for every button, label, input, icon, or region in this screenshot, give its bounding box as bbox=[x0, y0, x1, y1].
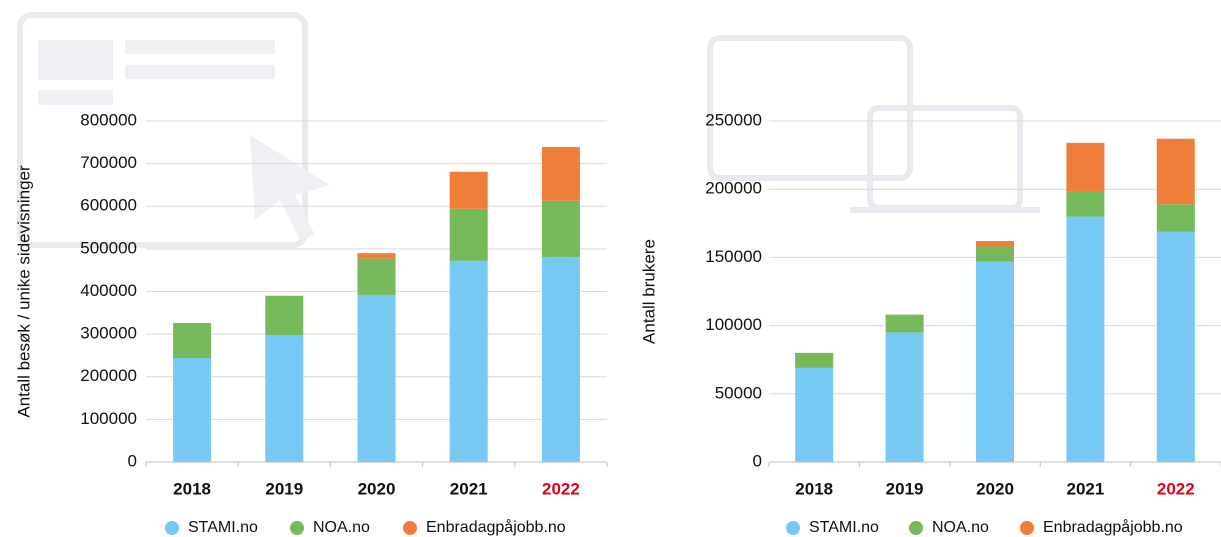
y-axis-title: Antall besøk / unike sidevisninger bbox=[14, 165, 33, 418]
x-tick-label: 2018 bbox=[173, 479, 211, 498]
bar-segment bbox=[885, 314, 924, 333]
x-tick-label: 2019 bbox=[265, 479, 303, 498]
bar-segment bbox=[1066, 142, 1105, 192]
y-tick-label: 0 bbox=[753, 451, 762, 470]
y-tick-label: 800000 bbox=[80, 110, 137, 129]
legend-marker bbox=[290, 521, 304, 535]
bar-segment bbox=[449, 208, 488, 261]
bar-segment bbox=[265, 334, 304, 462]
bar-segment bbox=[976, 246, 1014, 262]
bar-segment bbox=[357, 253, 396, 259]
bar-segment bbox=[1156, 231, 1195, 462]
x-tick-label: 2018 bbox=[795, 479, 833, 498]
legend-marker bbox=[403, 521, 417, 535]
bar-segment bbox=[449, 171, 488, 209]
bar-segment bbox=[541, 256, 580, 462]
bar-segment bbox=[795, 367, 834, 462]
bar-segment bbox=[795, 352, 834, 368]
bar-segment bbox=[173, 357, 212, 462]
bar-segment bbox=[1066, 216, 1105, 462]
bar-segment bbox=[1156, 138, 1195, 205]
bar-segment bbox=[976, 241, 1014, 247]
y-tick-label: 400000 bbox=[80, 281, 137, 300]
bar-segment bbox=[173, 323, 212, 358]
x-tick-label: 2020 bbox=[358, 479, 396, 498]
y-tick-label: 200000 bbox=[80, 366, 137, 385]
legend-label: STAMI.no bbox=[188, 519, 258, 536]
x-tick-label: 2022 bbox=[542, 479, 580, 498]
y-tick-label: 150000 bbox=[705, 247, 762, 266]
legend-label: NOA.no bbox=[313, 519, 370, 536]
y-tick-label: 300000 bbox=[80, 324, 137, 343]
y-tick-label: 600000 bbox=[80, 196, 137, 215]
bar-segment bbox=[541, 200, 580, 257]
y-tick-label: 50000 bbox=[715, 383, 762, 402]
y-tick-label: 0 bbox=[128, 451, 137, 470]
y-tick-label: 500000 bbox=[80, 238, 137, 257]
x-tick-label: 2021 bbox=[1066, 479, 1104, 498]
legend-marker bbox=[1020, 521, 1034, 535]
x-tick-label: 2019 bbox=[886, 479, 924, 498]
legend-label: Enbradagpåjobb.no bbox=[426, 518, 566, 536]
y-axis-title: Antall brukere bbox=[639, 239, 658, 344]
bar-segment bbox=[541, 147, 580, 201]
bar-segment bbox=[1066, 191, 1105, 217]
bar-segment bbox=[1156, 204, 1195, 232]
legend-label: Enbradagpåjobb.no bbox=[1043, 518, 1183, 536]
y-tick-label: 700000 bbox=[80, 153, 137, 172]
y-tick-label: 200000 bbox=[705, 179, 762, 198]
legend-marker bbox=[786, 521, 800, 535]
y-tick-label: 100000 bbox=[80, 409, 137, 428]
y-tick-label: 100000 bbox=[705, 315, 762, 334]
bar-segment bbox=[885, 332, 924, 462]
bar-segment bbox=[265, 295, 304, 335]
legend-marker bbox=[909, 521, 923, 535]
bar-segment bbox=[357, 294, 396, 462]
bar-segment bbox=[357, 258, 396, 295]
legend-marker bbox=[165, 521, 179, 535]
y-tick-label: 250000 bbox=[705, 110, 762, 129]
bar-segment bbox=[976, 261, 1014, 462]
background-icons bbox=[17, 12, 1040, 248]
bar-segment bbox=[449, 260, 488, 462]
legend-label: STAMI.no bbox=[809, 519, 879, 536]
x-tick-label: 2021 bbox=[450, 479, 488, 498]
legend-label: NOA.no bbox=[932, 519, 989, 536]
x-tick-label: 2022 bbox=[1157, 479, 1195, 498]
x-tick-label: 2020 bbox=[976, 479, 1014, 498]
